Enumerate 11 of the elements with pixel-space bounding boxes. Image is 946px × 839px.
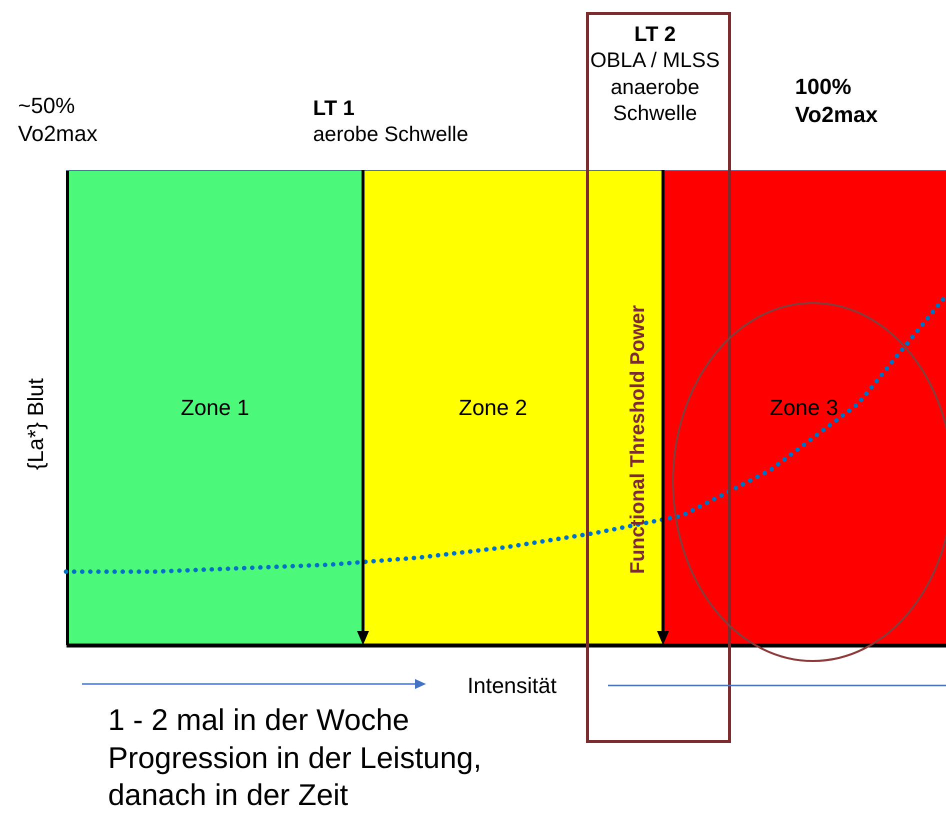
y-axis-title: {La*} Blut xyxy=(22,378,49,470)
x-axis-title: Intensität xyxy=(467,672,557,700)
annotation: Zone 2 xyxy=(458,394,528,422)
annotation: Functional Threshold Power xyxy=(626,305,650,574)
annotation: Zone 1 xyxy=(180,394,250,422)
annotation: Zone 3 xyxy=(770,394,838,422)
text: ~50% Vo2max xyxy=(18,92,98,148)
text: LT 2 OBLA / MLSS anaerobe Schwelle xyxy=(590,22,720,127)
text: 1 - 2 mal in der Woche Progression in der Leistung, danach in der Zeit xyxy=(108,703,482,814)
text: 100% Vo2max xyxy=(795,73,878,129)
text: LT 1 aerobe Schwelle xyxy=(313,96,468,148)
